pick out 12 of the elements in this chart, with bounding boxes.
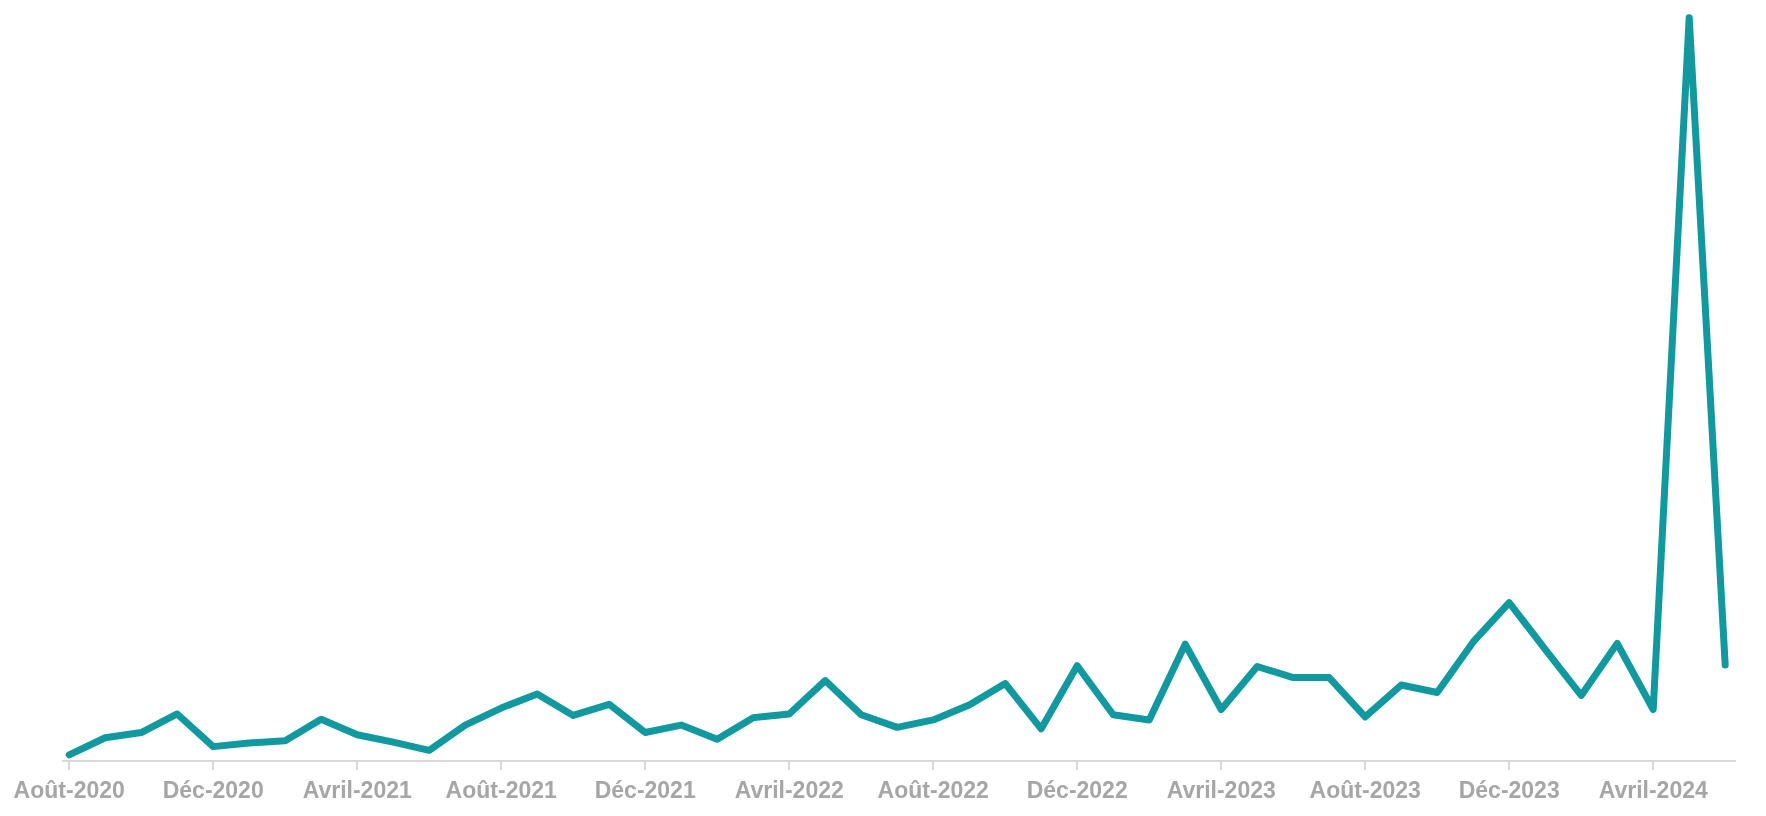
x-tick-label: Août-2022 <box>877 776 989 803</box>
x-tick-label: Avril-2023 <box>1166 776 1276 803</box>
x-tick-label: Déc-2022 <box>1026 776 1128 803</box>
x-tick-label: Avril-2022 <box>734 776 844 803</box>
x-tick-label: Déc-2023 <box>1458 776 1560 803</box>
x-tick-label: Août-2020 <box>13 776 125 803</box>
x-tick-label: Déc-2020 <box>162 776 264 803</box>
x-tick-label: Août-2023 <box>1309 776 1421 803</box>
x-tick-label: Août-2021 <box>445 776 557 803</box>
x-tick-label: Avril-2024 <box>1598 776 1708 803</box>
x-tick-label: Avril-2021 <box>302 776 412 803</box>
x-tick-label: Déc-2021 <box>594 776 696 803</box>
